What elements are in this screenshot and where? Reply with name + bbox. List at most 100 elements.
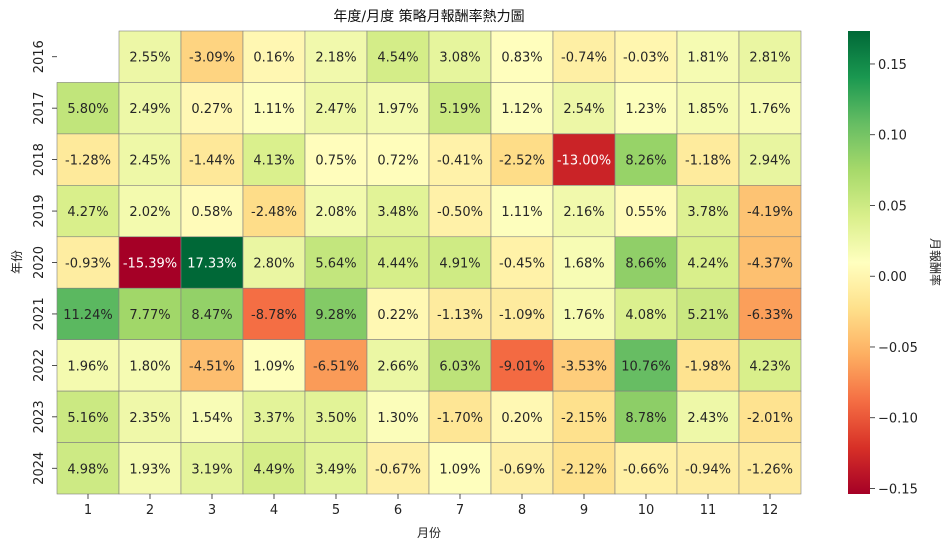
- cell-value-label: 2.49%: [129, 102, 170, 117]
- cell-value-label: 5.21%: [687, 308, 728, 323]
- heatmap-cell: [552, 30, 616, 83]
- cell-value-label: 1.09%: [253, 359, 294, 374]
- x-tick-label: 12: [762, 503, 779, 518]
- colorbar-ticks: −0.15 −0.10 −0.05 0.00 0.05 0.10 0.15: [870, 58, 918, 497]
- cell-value-label: -15.39%: [123, 257, 177, 272]
- heatmap-cell: [614, 287, 678, 340]
- y-tick-label: 2022: [32, 349, 47, 382]
- cell-value-label: -2.52%: [499, 154, 545, 169]
- cell-value-label: 3.50%: [315, 411, 356, 426]
- cell-value-label: 1.80%: [129, 359, 170, 374]
- heatmap-cell: [738, 30, 802, 83]
- cell-value-label: 1.76%: [563, 308, 604, 323]
- heatmap-cell: [366, 30, 430, 83]
- heatmap-cell: [490, 339, 554, 392]
- cell-value-label: 5.16%: [67, 411, 108, 426]
- cell-value-label: -3.09%: [189, 51, 235, 66]
- x-tick-label: 1: [84, 503, 92, 518]
- cell-value-label: 1.76%: [749, 102, 790, 117]
- cell-value-label: -1.13%: [437, 308, 483, 323]
- cell-value-label: -6.33%: [747, 308, 793, 323]
- heatmap-cells: [56, 30, 802, 495]
- y-tick-label: 2020: [32, 246, 47, 279]
- heatmap-cell: [552, 236, 616, 289]
- cell-value-label: 4.13%: [253, 154, 294, 169]
- heatmap-cell: [56, 236, 120, 289]
- cell-value-label: 11.24%: [63, 308, 113, 323]
- cell-value-label: -9.01%: [499, 359, 545, 374]
- heatmap-cell: [304, 390, 368, 443]
- heatmap-cell: [676, 30, 740, 83]
- heatmap-cell: [118, 133, 182, 186]
- heatmap-cell: [490, 287, 554, 340]
- heatmap-cell: [304, 442, 368, 495]
- heatmap-cell: [490, 133, 554, 186]
- cell-value-label: 8.78%: [625, 411, 666, 426]
- heatmap-cell: [56, 390, 120, 443]
- cell-value-label: 3.78%: [687, 205, 728, 220]
- heatmap-cell: [552, 442, 616, 495]
- heatmap-cell: [738, 390, 802, 443]
- heatmap-cell: [676, 185, 740, 238]
- heatmap-cell: [676, 82, 740, 135]
- heatmap-cell: [552, 82, 616, 135]
- cell-value-label: 7.77%: [129, 308, 170, 323]
- cell-value-label: -0.41%: [437, 154, 483, 169]
- heatmap-cell: [242, 442, 306, 495]
- cell-value-label: -0.66%: [623, 462, 669, 477]
- x-tick-label: 9: [580, 503, 588, 518]
- x-tick-label: 8: [518, 503, 526, 518]
- heatmap-cell: [118, 287, 182, 340]
- heatmap-cell: [118, 30, 182, 83]
- heatmap-cell: [242, 133, 306, 186]
- heatmap-cell: [304, 82, 368, 135]
- heatmap-cell: [490, 185, 554, 238]
- cell-value-label: 3.37%: [253, 411, 294, 426]
- x-tick-label: 11: [700, 503, 717, 518]
- cell-value-label: 0.75%: [315, 154, 356, 169]
- x-tick-label: 4: [270, 503, 278, 518]
- cell-value-label: 8.26%: [625, 154, 666, 169]
- cell-value-label: -0.67%: [375, 462, 421, 477]
- cell-value-label: -1.70%: [437, 411, 483, 426]
- heatmap-cell: [552, 287, 616, 340]
- cell-value-label: 9.28%: [315, 308, 356, 323]
- cell-value-label: 1.23%: [625, 102, 666, 117]
- y-tick-label: 2021: [32, 297, 47, 330]
- cell-value-label: 0.58%: [191, 205, 232, 220]
- heatmap-cell: [56, 185, 120, 238]
- heatmap-cell: [614, 442, 678, 495]
- x-axis-label: 月份: [417, 526, 441, 540]
- heatmap-cell: [242, 82, 306, 135]
- cell-value-label: 1.12%: [501, 102, 542, 117]
- cell-value-label: 0.22%: [377, 308, 418, 323]
- heatmap-cell: [676, 339, 740, 392]
- cell-value-label: 4.98%: [67, 462, 108, 477]
- cell-value-label: -0.74%: [561, 51, 607, 66]
- colorbar-label: 月報酬率: [928, 238, 943, 286]
- cell-value-label: 3.19%: [191, 462, 232, 477]
- heatmap-cell: [552, 390, 616, 443]
- heatmap-cell: [738, 185, 802, 238]
- cell-value-label: 1.30%: [377, 411, 418, 426]
- heatmap-cell: [56, 442, 120, 495]
- heatmap-cell: [180, 236, 244, 289]
- cell-value-label: 2.55%: [129, 51, 170, 66]
- cell-value-label: -1.98%: [685, 359, 731, 374]
- cell-value-label: 2.45%: [129, 154, 170, 169]
- cell-value-label: -8.78%: [251, 308, 297, 323]
- colorbar: [848, 31, 870, 494]
- cell-value-label: -1.18%: [685, 154, 731, 169]
- heatmap-cell: [56, 339, 120, 392]
- heatmap-cell: [490, 82, 554, 135]
- y-axis-label: 年份: [10, 250, 24, 274]
- cell-value-label: 5.64%: [315, 257, 356, 272]
- cell-value-label: -2.01%: [747, 411, 793, 426]
- cell-value-label: -6.51%: [313, 359, 359, 374]
- cell-value-label: -2.12%: [561, 462, 607, 477]
- colorbar-tick-label: 0.15: [878, 58, 907, 73]
- cell-value-label: 2.54%: [563, 102, 604, 117]
- heatmap-cell: [304, 287, 368, 340]
- cell-value-label: 1.68%: [563, 257, 604, 272]
